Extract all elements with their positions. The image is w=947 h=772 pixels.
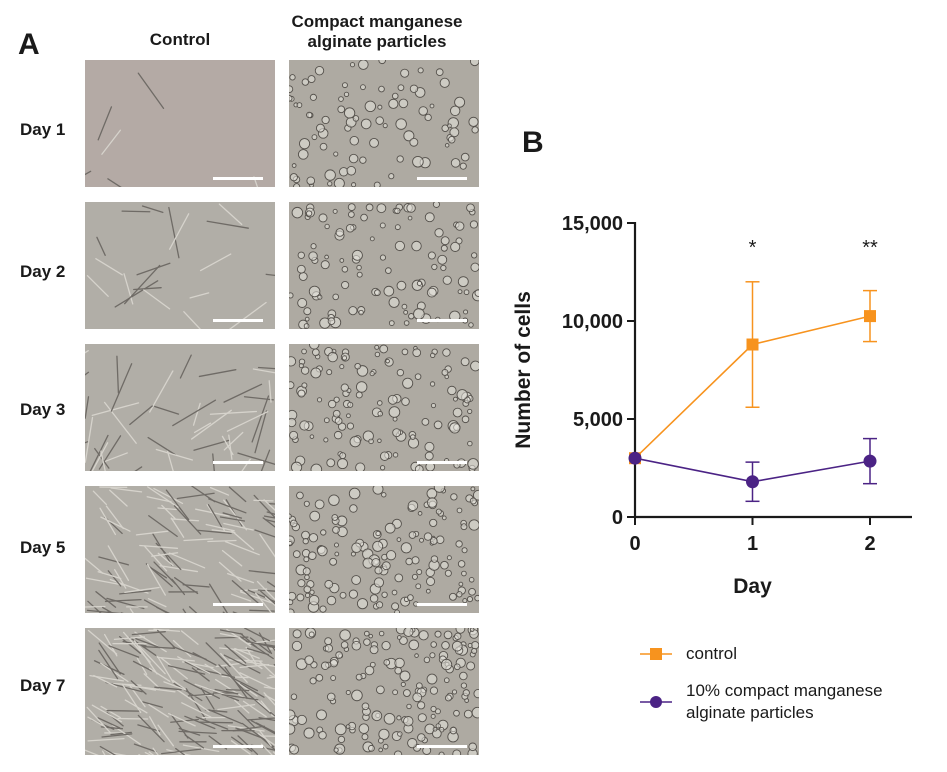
row-label-day5: Day 5 [20,538,66,557]
column-header-particles: Compact manganese alginate particles [262,12,492,52]
significance-marker: * [749,237,757,259]
column-header-particles-line1: Compact manganese [291,12,463,31]
scale-bar [213,461,263,464]
micrograph-control-day-2 [85,202,275,329]
column-header-control: Control [149,30,211,49]
scale-bar [417,603,467,606]
scale-bar [417,461,467,464]
x-tick-label: 0 [629,533,640,555]
scale-bar [417,745,467,748]
y-tick-label: 0 [612,507,623,529]
panel-a-letter: A [18,28,40,61]
x-axis-title: Day [733,575,772,598]
column-header-particles-line2: alginate particles [307,32,447,51]
micrograph-particles-day-2 [289,202,479,329]
micrograph-control-day-5 [85,628,275,755]
row-label-day3: Day 3 [20,400,66,419]
micrograph-particles-day-5 [289,628,479,755]
legend-particles-line2: alginate particles [686,703,814,722]
row-label-day7: Day 7 [20,676,66,695]
data-point-control [864,310,876,323]
scale-bar [213,603,263,606]
legend-control-label: control [686,644,738,663]
data-point-particles [628,451,642,465]
y-tick-label: 10,000 [562,311,623,333]
scale-bar [213,745,263,748]
micrograph-control-day-4 [85,486,275,613]
micrograph-particles-day-3 [289,344,479,471]
y-tick-label: 15,000 [562,213,623,235]
micrograph-control-day-1 [85,60,275,187]
significance-marker: ** [862,237,878,259]
data-point-control [746,338,759,351]
row-label-day2: Day 2 [20,262,66,281]
scale-bar [213,319,263,322]
x-tick-label: 2 [864,533,875,555]
scale-bar [417,177,467,180]
panel-b-letter: B [522,126,544,159]
legend-particles-swatch [640,696,672,708]
micrograph-particles-day-4 [289,486,479,613]
legend-control-swatch [640,648,672,660]
scale-bar [213,177,263,180]
legend-particles-label: 10% compact manganese alginate particles [686,680,883,724]
y-axis-title: Number of cells [512,291,535,449]
y-tick-label: 5,000 [573,409,623,431]
x-tick-label: 1 [747,533,758,555]
row-label-day1: Day 1 [20,120,66,139]
micrograph-particles-day-1 [289,60,479,187]
data-point-particles [746,475,759,489]
data-point-particles [863,454,877,468]
legend-particles-line1: 10% compact manganese [686,681,883,700]
micrograph-control-day-3 [85,344,275,471]
scale-bar [417,319,467,322]
